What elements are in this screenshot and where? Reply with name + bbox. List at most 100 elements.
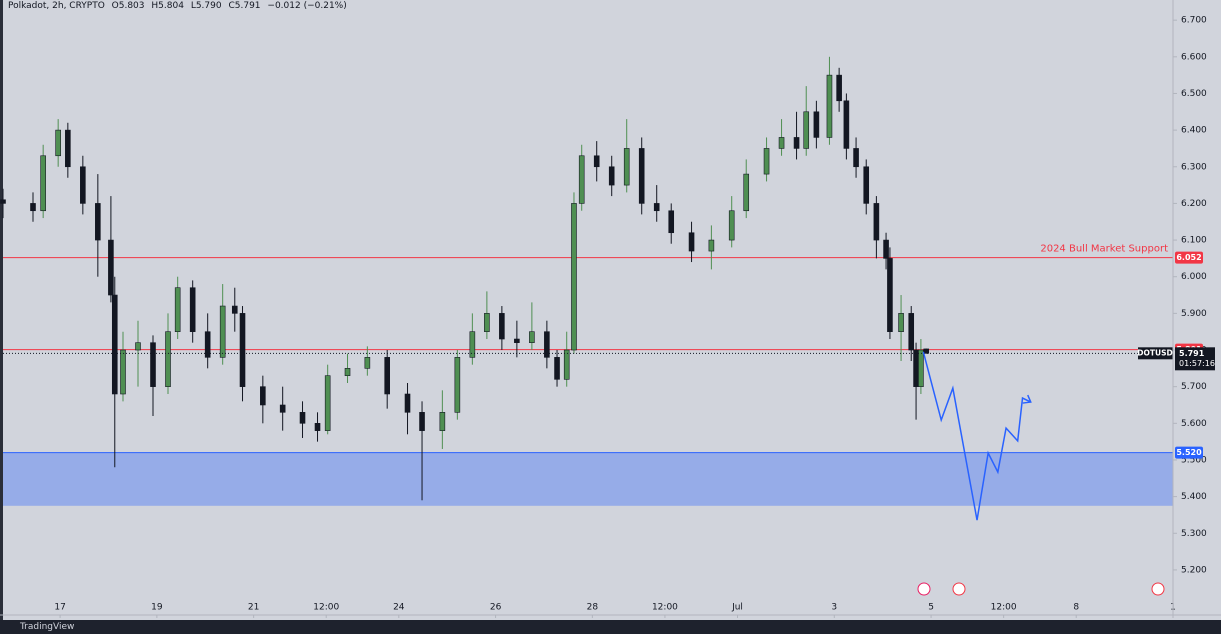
event-icon[interactable]: [917, 582, 931, 596]
price-tag-label: 5.791: [1179, 349, 1205, 358]
candle-body: [65, 129, 71, 168]
y-tick-label: 6.000: [1181, 272, 1207, 282]
price-tag: [1175, 347, 1215, 371]
candle-body: [80, 166, 86, 204]
candle-body: [529, 331, 535, 343]
event-icon[interactable]: [952, 582, 966, 596]
candle-body: [108, 239, 114, 296]
x-tick-label: 12:00: [991, 603, 1017, 613]
candle-body: [135, 342, 141, 351]
candle-body: [836, 74, 842, 102]
candle-body: [883, 239, 889, 259]
x-tick-label: 17: [54, 603, 65, 613]
price-tag-label: 5.520: [1176, 448, 1202, 457]
candle-body: [688, 232, 695, 252]
y-tick-label: 5.900: [1181, 309, 1207, 319]
candle-body: [419, 412, 425, 431]
symbol: Polkadot, 2h, CRYPTO: [8, 1, 105, 11]
candle-body: [623, 148, 630, 186]
ohlc-close: C5.791: [228, 1, 261, 11]
footer: TradingView: [0, 620, 1221, 634]
y-tick-label: 5.600: [1181, 419, 1207, 429]
candle-body: [299, 412, 306, 424]
candle-body: [111, 294, 118, 395]
level-label: 2024 Bull Market Support: [1040, 244, 1168, 255]
legend-header: Polkadot, 2h, CRYPTO O5.803 H5.804 L5.79…: [8, 1, 351, 11]
y-tick-label: 5.500: [1181, 455, 1207, 465]
candle-body: [204, 331, 211, 358]
y-tick-label: 5.200: [1181, 565, 1207, 575]
candle-body: [763, 148, 770, 175]
brand: TradingView: [20, 622, 75, 632]
candle-body: [873, 203, 880, 241]
candle-body: [454, 357, 461, 413]
candle-body: [908, 313, 915, 351]
candle-body: [344, 368, 351, 376]
price-tag: [1175, 446, 1203, 459]
candle-body: [728, 210, 735, 241]
y-tick-label: 5.700: [1181, 382, 1207, 392]
candle-body: [813, 111, 820, 138]
zone: [3, 452, 1173, 506]
candle-body: [260, 386, 266, 406]
projection-arrowhead: [1022, 394, 1032, 404]
candle-body: [499, 313, 505, 340]
x-tick-label: 5: [928, 603, 934, 613]
candle-body: [853, 148, 859, 168]
candle-body: [843, 100, 850, 149]
x-tick-label: 21: [248, 603, 259, 613]
candle-body: [219, 305, 226, 358]
candle-body: [743, 173, 750, 212]
ohlc-low: L5.790: [190, 1, 222, 11]
candle-body: [708, 239, 715, 252]
candle-body: [826, 74, 833, 138]
y-tick-label: 6.400: [1181, 126, 1207, 136]
candle-body: [279, 404, 286, 413]
candle-body: [863, 166, 870, 204]
candle-body: [324, 375, 331, 431]
candle-body: [563, 349, 570, 380]
x-tick-label: 3: [831, 603, 837, 613]
ohlc-open: O5.803: [111, 1, 145, 11]
candle-body: [439, 412, 446, 431]
projection: [922, 351, 1032, 521]
x-tick-label: 8: [1073, 603, 1079, 613]
candle-body: [40, 155, 46, 212]
candle-body: [593, 155, 600, 168]
candle-body: [554, 357, 560, 380]
candle-body: [314, 423, 321, 431]
candle-body: [189, 287, 196, 332]
y-tick-label: 5.300: [1181, 529, 1207, 539]
y-tick-label: 6.700: [1181, 16, 1207, 26]
y-tick-label: 6.100: [1181, 236, 1207, 246]
event-icon[interactable]: [1151, 582, 1165, 596]
y-tick-label: 6.600: [1181, 52, 1207, 62]
symbol-tag-label: DOTUSD: [1137, 348, 1172, 357]
candle-body: [608, 166, 615, 186]
candle-body: [578, 155, 585, 204]
candle-body: [803, 111, 810, 149]
chart: 6.700 6.600 6.500 6.400 6.300 6.200 6.100 6.000…: [0, 0, 1221, 620]
candle-body: [571, 203, 577, 351]
candle-body: [898, 313, 904, 332]
ohlc-high: H5.804: [151, 1, 184, 11]
candle-body: [404, 393, 411, 413]
candle-body: [668, 210, 675, 234]
candle-body: [918, 349, 924, 387]
x-tick-label: 12:00: [313, 603, 339, 613]
x-tick-label: 12:00: [652, 603, 678, 613]
candle-body: [544, 331, 550, 358]
candle-body: [0, 199, 6, 204]
countdown: 01:57:16: [1179, 359, 1215, 368]
candle-body: [778, 137, 785, 149]
candle-body: [638, 148, 645, 204]
y-tick-label: 6.200: [1181, 199, 1207, 209]
left-border: [0, 0, 3, 620]
candle-body: [887, 258, 893, 332]
candle-body: [653, 203, 660, 212]
candle-body: [174, 287, 181, 332]
candle-body: [239, 313, 246, 387]
symbol-tag: [1138, 347, 1173, 360]
candle-body: [913, 349, 919, 387]
